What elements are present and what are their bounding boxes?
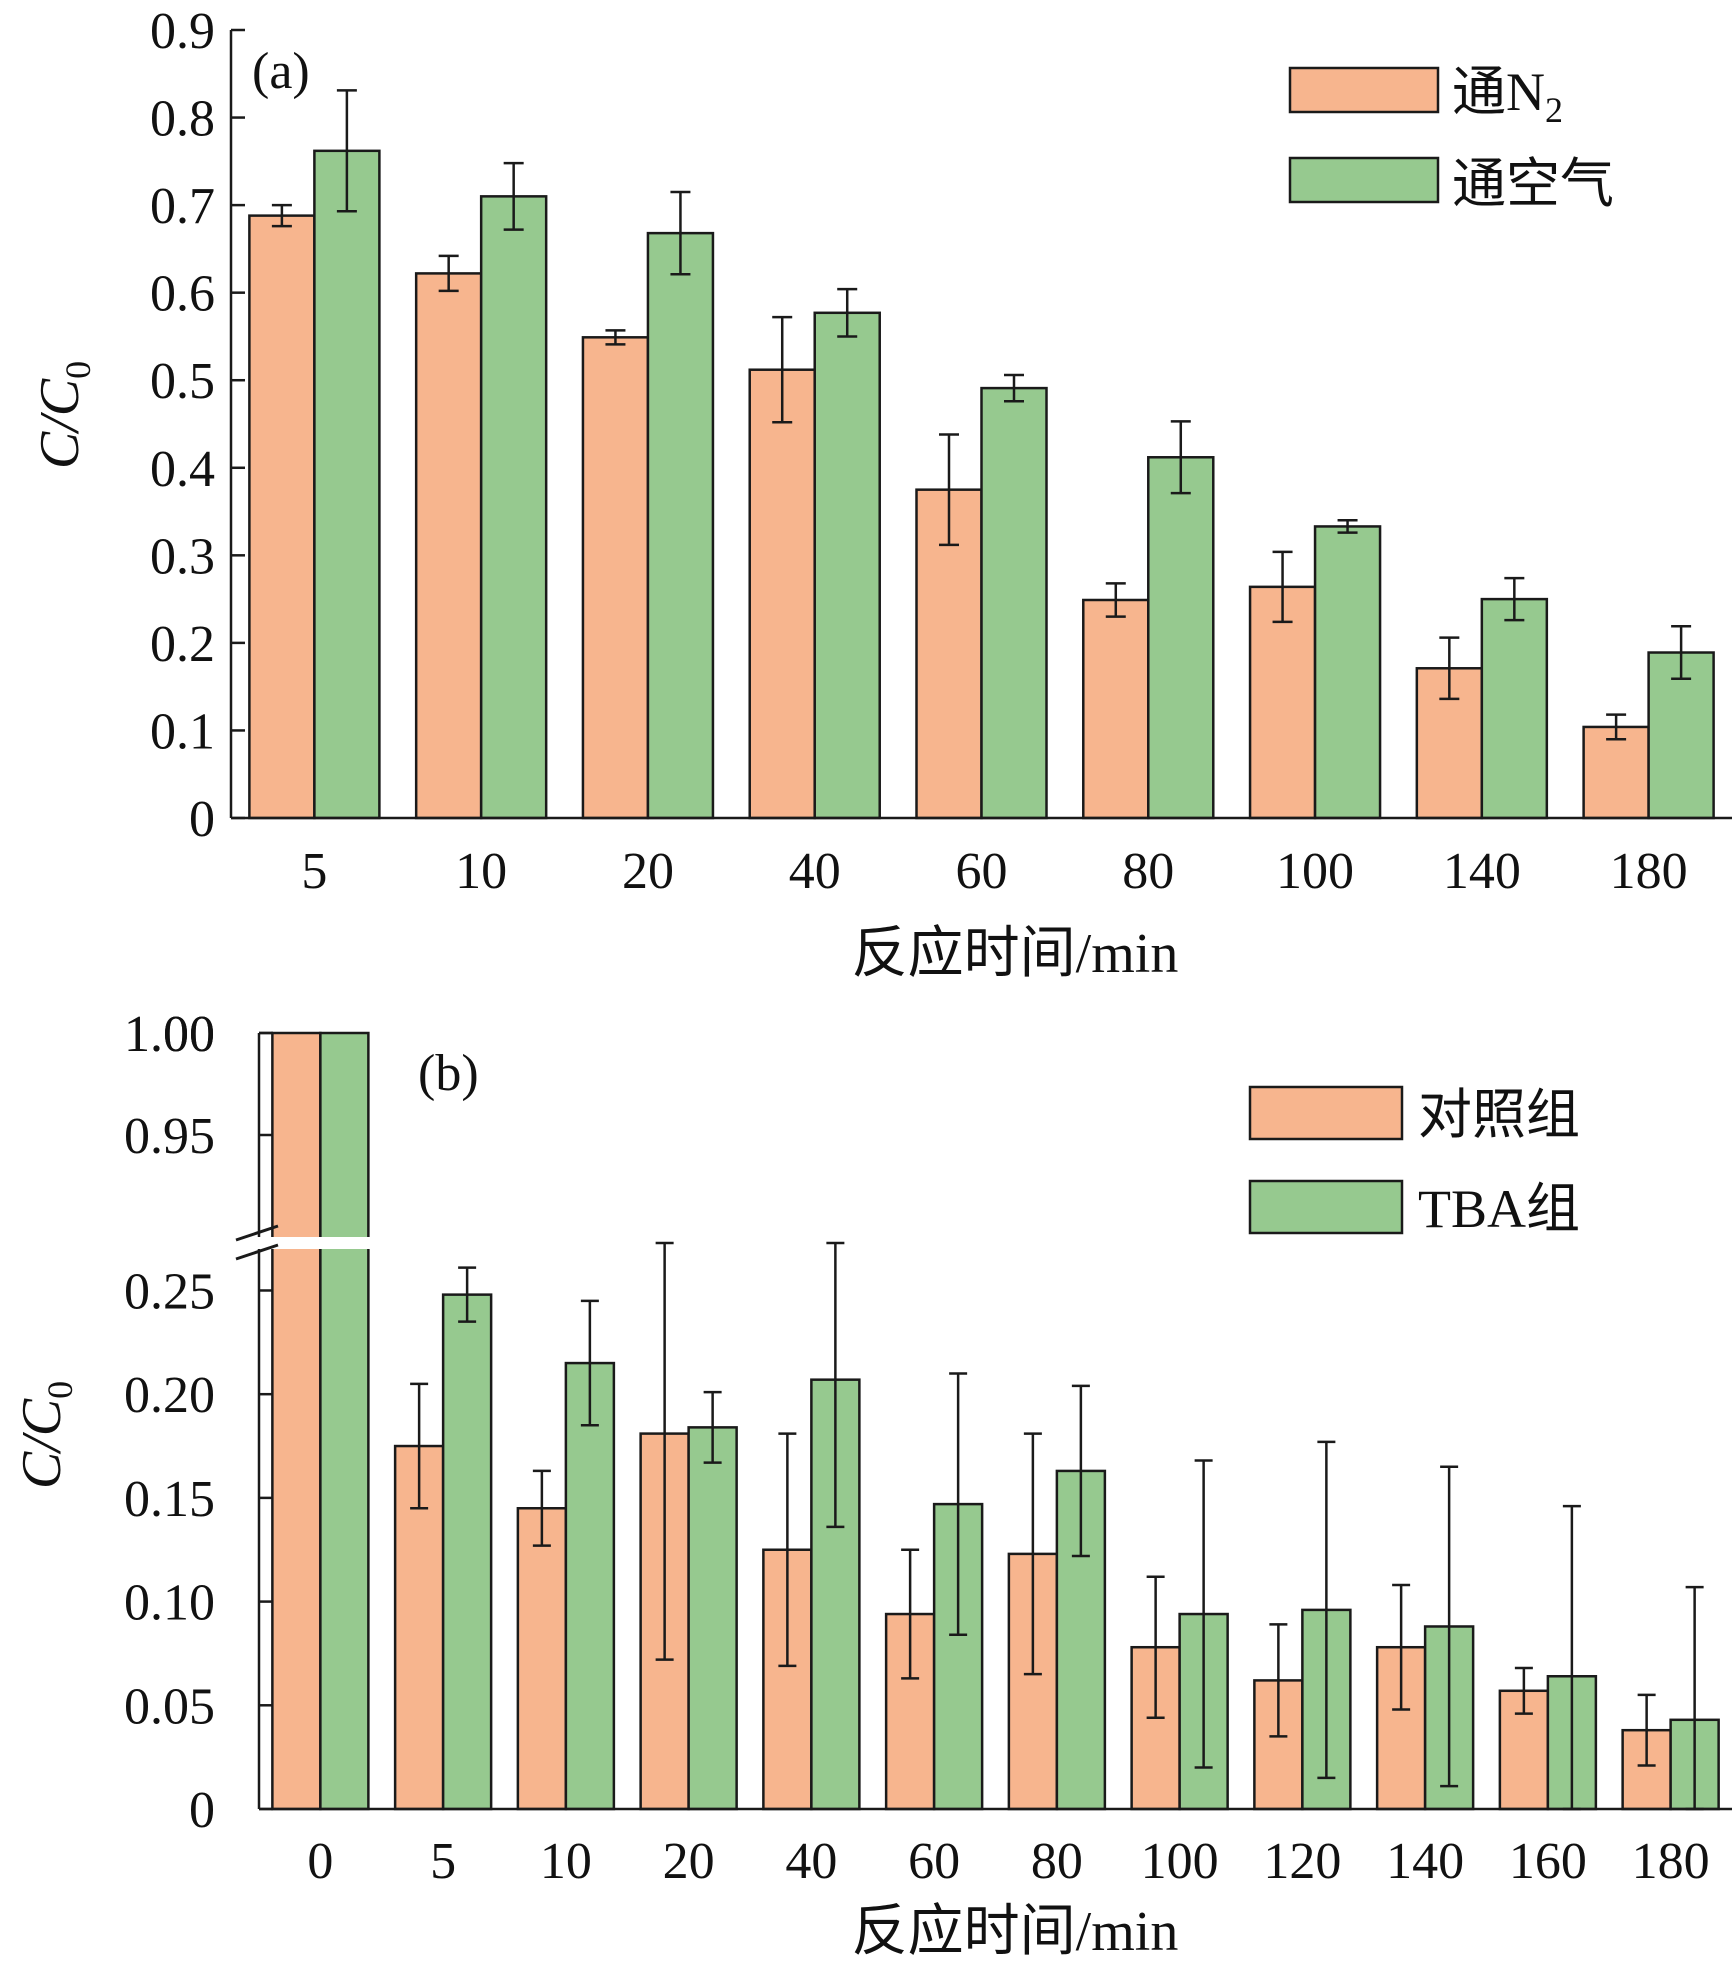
- chart-a-bar-air-180: [1647, 651, 1715, 820]
- chart-b-bar-tba-5: [441, 1293, 493, 1811]
- chart-a-bars: [248, 149, 1715, 820]
- chart-a-y-tick-label: 0.4: [150, 441, 215, 498]
- chart-b-y-axis-ticks: 00.050.100.150.200.250.951.001.00: [124, 1006, 273, 1839]
- chart-b-y-tick-label: 0: [189, 1782, 215, 1839]
- chart-b-y-tick-label: 0.05: [124, 1678, 215, 1735]
- chart-a-y-tick-label: 0: [189, 791, 215, 848]
- chart-b-x-axis-label: 反应时间/min: [852, 1901, 1179, 1963]
- legend-label-control: 对照组: [1418, 1085, 1580, 1145]
- chart-b-x-tick-label: 120: [1263, 1833, 1341, 1890]
- chart-b-bars: [271, 1031, 1720, 1811]
- chart-a-x-tick-label: 80: [1122, 843, 1174, 900]
- chart-a-bar-air-40: [813, 311, 881, 820]
- chart-a-x-axis-ticks: 5 10 20 40 60 80 100 140 180: [301, 843, 1687, 900]
- chart-b-y-tick-label: 0.20: [124, 1367, 215, 1424]
- chart-b-x-tick-label: 180: [1632, 1833, 1710, 1890]
- chart-a-bar-air-10: [479, 195, 548, 820]
- chart-a-bar-n2-20: [581, 336, 650, 820]
- chart-a-x-axis-label: 反应时间/min: [852, 923, 1179, 985]
- chart-b-error-bars: [410, 1241, 1704, 1811]
- chart-b-x-tick-label: 5: [430, 1833, 456, 1890]
- chart-b-y-tick-label-top: 1.00: [124, 1006, 215, 1063]
- chart-a-y-tick-label: 0.1: [150, 703, 215, 760]
- chart-b-panel-label: (b): [418, 1045, 479, 1102]
- chart-b-y-tick-label: 0.15: [124, 1471, 215, 1528]
- chart-b-x-tick-label: 0: [307, 1833, 333, 1890]
- chart-b-y-axis-label: C/C0: [11, 1381, 80, 1489]
- legend-label-tba: TBA组: [1418, 1179, 1580, 1239]
- chart-a-y-tick-label: 0.3: [150, 528, 215, 585]
- chart-a-bar-n2-100: [1248, 585, 1317, 820]
- chart-a-bar-air-100: [1313, 525, 1382, 820]
- chart-b-bar-tba-20: [687, 1426, 738, 1811]
- chart-a-x-tick-label: 180: [1610, 843, 1688, 900]
- chart-a-y-tick-label: 0.8: [150, 91, 215, 148]
- chart-a-bar-n2-5: [248, 214, 316, 820]
- chart-b-x-tick-label: 100: [1141, 1833, 1219, 1890]
- legend-swatch-control: [1248, 1085, 1404, 1141]
- legend-swatch-air: [1288, 156, 1440, 204]
- chart-b-bar-control-0: [271, 1031, 322, 1811]
- axis-break-mark-upper: [235, 1224, 279, 1242]
- chart-a-bar-n2-180: [1582, 725, 1650, 820]
- chart-b-x-tick-label: 140: [1386, 1833, 1464, 1890]
- chart-a: 0 0.1 0.2 0.3 0.4 0.5 0.6 0.7 0.8 0.9 5 10 20 40 60 80…: [29, 3, 1732, 985]
- legend-swatch-tba: [1248, 1179, 1404, 1235]
- chart-a-y-axis-label: C/C0: [29, 361, 98, 469]
- chart-a-bar-n2-80: [1082, 598, 1150, 820]
- chart-a-bar-air-20: [646, 231, 715, 820]
- chart-a-bar-n2-40: [748, 368, 816, 820]
- chart-b-x-tick-label: 10: [540, 1833, 592, 1890]
- chart-b-y-tick-label: 1.00: [124, 1006, 215, 1063]
- chart-b-x-tick-label: 60: [908, 1833, 960, 1890]
- chart-a-x-tick-label: 40: [789, 843, 841, 900]
- chart-a-bar-air-60: [980, 386, 1048, 820]
- chart-a-x-tick-label: 100: [1276, 843, 1354, 900]
- chart-a-x-tick-label: 5: [301, 843, 327, 900]
- chart-a-x-tick-label: 20: [622, 843, 674, 900]
- legend-label-n2: 通N2: [1452, 62, 1563, 130]
- chart-b-legend: 对照组 TBA组: [1248, 1085, 1580, 1239]
- chart-a-bar-air-140: [1480, 597, 1549, 820]
- chart-a-bar-air-5: [313, 149, 381, 820]
- legend-swatch-n2: [1288, 66, 1440, 114]
- chart-b-y-tick-label: 0.95: [124, 1108, 215, 1165]
- chart-b-y-tick-label: 0.10: [124, 1575, 215, 1632]
- chart-a-y-tick-label: 0.9: [150, 3, 215, 60]
- chart-b: 00.050.100.150.200.250.951.001.00 0 5 10 20…: [11, 1006, 1732, 1963]
- axis-break-mark-lower: [235, 1243, 279, 1261]
- chart-a-error-bars: [271, 89, 1692, 741]
- chart-b-x-tick-label: 20: [663, 1833, 715, 1890]
- chart-b-bar-tba-0: [319, 1031, 370, 1811]
- chart-b-bar-control-10: [516, 1507, 568, 1811]
- chart-b-x-tick-label: 40: [785, 1833, 837, 1890]
- chart-a-y-tick-label: 0.6: [150, 266, 215, 323]
- chart-a-panel-label: (a): [252, 43, 310, 100]
- chart-a-bar-air-80: [1147, 456, 1215, 820]
- chart-b-x-axis-ticks: 0 5 10 20 40 60 80 100 120 140 160 180: [307, 1833, 1709, 1890]
- chart-a-x-tick-label: 60: [956, 843, 1008, 900]
- chart-a-y-tick-label: 0.2: [150, 616, 215, 673]
- chart-a-legend: 通N2 通空气: [1288, 62, 1614, 214]
- chart-b-y-tick-label: 0.25: [124, 1263, 215, 1320]
- chart-a-y-tick-label: 0.7: [150, 178, 215, 235]
- chart-a-y-axis-ticks: 0 0.1 0.2 0.3 0.4 0.5 0.6 0.7 0.8 0.9: [150, 3, 245, 848]
- chart-a-x-tick-label: 10: [455, 843, 507, 900]
- chart-b-bar-tba-10: [564, 1361, 616, 1811]
- legend-label-air: 通空气: [1452, 154, 1614, 214]
- chart-b-axis-break-gap: [230, 1237, 430, 1249]
- chart-a-x-tick-label: 140: [1443, 843, 1521, 900]
- chart-b-x-tick-label: 160: [1509, 1833, 1587, 1890]
- chart-a-bar-n2-10: [414, 272, 483, 820]
- chart-b-x-tick-label: 80: [1031, 1833, 1083, 1890]
- chart-b-bar-control-100: [1130, 1645, 1181, 1811]
- chart-a-y-tick-label: 0.5: [150, 353, 215, 410]
